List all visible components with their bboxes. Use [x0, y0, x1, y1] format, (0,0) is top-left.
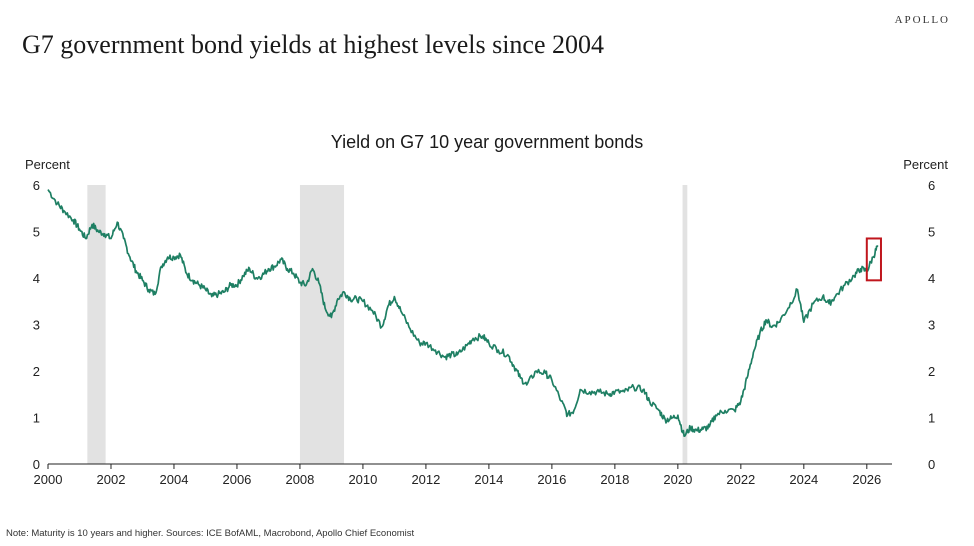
x-tick-label-2018: 2018	[600, 472, 629, 487]
headline: G7 government bond yields at highest lev…	[22, 30, 605, 59]
y-tick-label-left-4: 4	[33, 271, 40, 286]
y-tick-label-right-1: 1	[928, 411, 935, 426]
y-tick-label-left-5: 5	[33, 225, 40, 240]
y-tick-label-right-3: 3	[928, 318, 935, 333]
brand-logo: APOLLO	[894, 14, 950, 26]
recession-shading	[87, 185, 688, 464]
y-tick-label-right-5: 5	[928, 225, 935, 240]
right-axis-unit: Percent	[903, 157, 948, 172]
x-tick-label-2006: 2006	[222, 472, 251, 487]
y-tick-label-right-4: 4	[928, 271, 935, 286]
x-tick-label-2014: 2014	[474, 472, 503, 487]
shaded-period-1	[87, 185, 106, 464]
axes: 2000 2002 2004 2006 2008 2010 2012 2014 2016 2018…	[33, 178, 935, 487]
x-tick-label-2010: 2010	[348, 472, 377, 487]
x-tick-label-2020: 2020	[663, 472, 692, 487]
shaded-period-2	[299, 185, 345, 464]
y-tick-label-left-3: 3	[33, 318, 40, 333]
y-tick-label-left-6: 6	[33, 178, 40, 193]
overlay-layer	[865, 237, 882, 282]
left-axis-unit: Percent	[25, 157, 70, 172]
x-tick-label-2000: 2000	[34, 472, 63, 487]
highlight-box	[865, 237, 882, 282]
series-layer	[47, 189, 879, 437]
x-tick-label-2024: 2024	[789, 472, 818, 487]
x-tick-label-2012: 2012	[411, 472, 440, 487]
x-tick-label-2016: 2016	[537, 472, 566, 487]
y-tick-label-left-0: 0	[33, 457, 40, 472]
y-tick-label-left-1: 1	[33, 411, 40, 426]
y-tick-label-left-2: 2	[33, 364, 40, 379]
x-tick-label-2026: 2026	[852, 472, 881, 487]
y-tick-label-right-6: 6	[928, 178, 935, 193]
x-tick-label-2022: 2022	[726, 472, 755, 487]
series-line-g7-yield	[47, 189, 879, 437]
y-tick-label-right-0: 0	[928, 457, 935, 472]
x-tick-label-2008: 2008	[285, 472, 314, 487]
source-note: Note: Maturity is 10 years and higher. S…	[6, 528, 415, 539]
chart-title: Yield on G7 10 year government bonds	[330, 132, 644, 152]
shaded-period-3	[682, 185, 688, 464]
x-tick-label-2002: 2002	[97, 472, 126, 487]
x-tick-label-2004: 2004	[160, 472, 189, 487]
y-tick-label-right-2: 2	[928, 364, 935, 379]
